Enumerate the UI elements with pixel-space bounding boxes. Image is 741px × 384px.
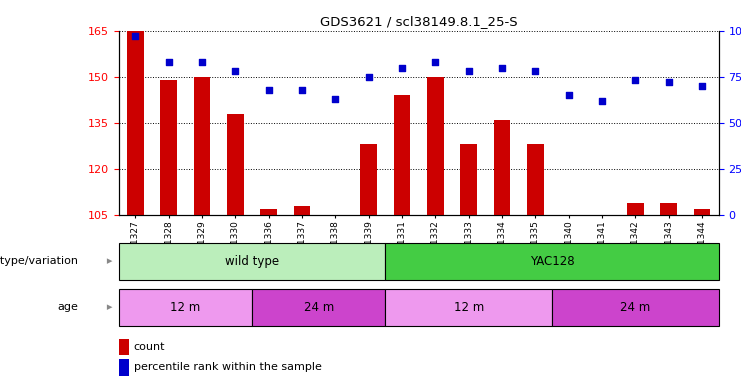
Point [329,96,341,102]
Text: wild type: wild type [225,255,279,268]
Bar [552,289,719,326]
Point [529,68,541,74]
Point [430,59,442,65]
Bar [427,77,444,215]
Point [363,74,375,80]
Bar [527,144,544,215]
Bar [360,144,377,215]
Bar [227,114,244,215]
Bar [494,120,511,215]
Text: 24 m: 24 m [620,301,651,314]
Bar [119,359,130,376]
Bar [260,209,277,215]
Bar [127,31,144,215]
Bar [160,80,177,215]
Bar [393,95,411,215]
Bar [660,203,677,215]
Bar [293,206,310,215]
Text: 12 m: 12 m [170,301,200,314]
Bar [252,289,385,326]
Text: genotype/variation: genotype/variation [0,256,79,266]
Bar [460,144,477,215]
Bar [119,289,252,326]
Point [396,65,408,71]
Text: 12 m: 12 m [453,301,484,314]
Text: 24 m: 24 m [304,301,333,314]
Title: GDS3621 / scl38149.8.1_25-S: GDS3621 / scl38149.8.1_25-S [320,15,517,28]
Point [663,79,675,85]
Bar [119,339,130,355]
Point [130,33,142,39]
Point [596,98,608,104]
Bar [627,203,644,215]
Bar [385,243,719,280]
Bar [385,289,552,326]
Text: age: age [58,302,79,312]
Point [262,87,274,93]
Text: count: count [133,342,165,352]
Point [163,59,175,65]
Point [697,83,708,89]
Point [563,92,575,98]
Point [196,59,207,65]
Bar [694,209,711,215]
Text: YAC128: YAC128 [530,255,574,268]
Text: percentile rank within the sample: percentile rank within the sample [133,362,322,372]
Point [296,87,308,93]
Bar [119,243,385,280]
Bar [193,77,210,215]
Point [496,65,508,71]
Point [630,78,642,84]
Point [230,68,242,74]
Point [462,68,474,74]
